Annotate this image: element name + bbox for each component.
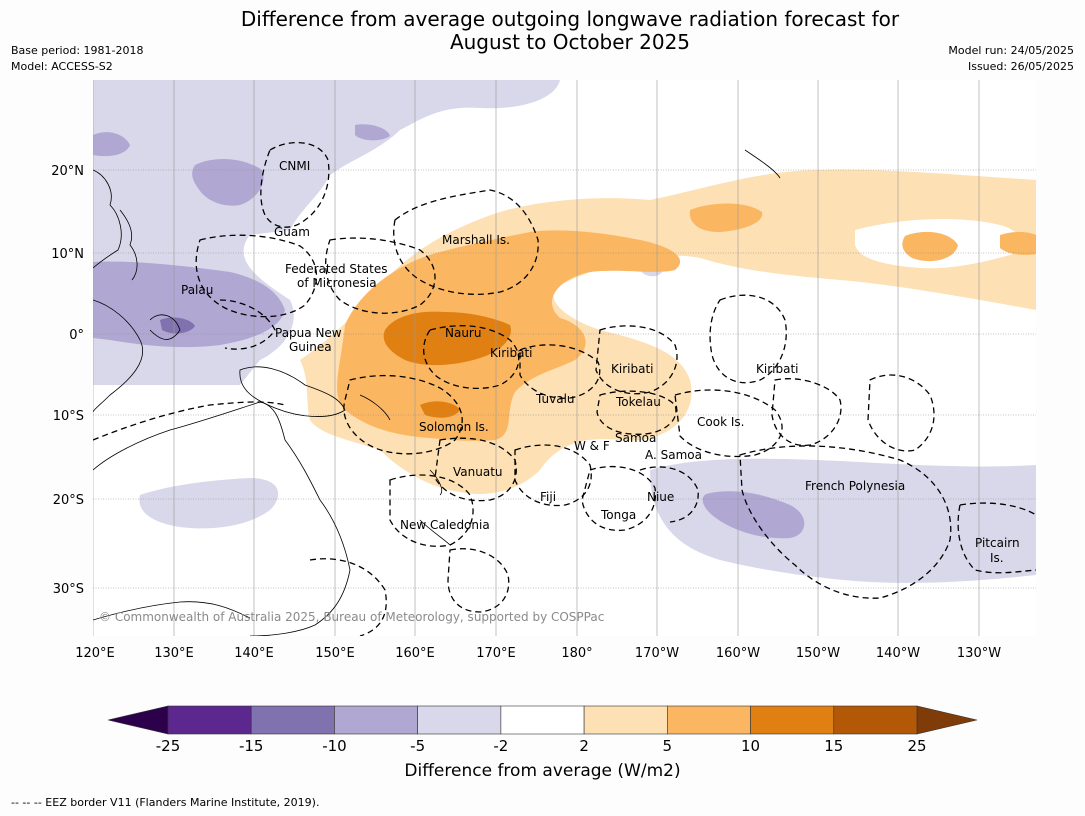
- issued-date: Issued: 26/05/2025: [967, 60, 1074, 73]
- longitude-labels: 120°E 130°E 140°E 150°E 160°E 170°E 180°…: [75, 646, 1001, 661]
- label-vanuatu: Vanuatu: [453, 465, 503, 479]
- lon-label: 170°W: [635, 646, 679, 661]
- title-line-2: August to October 2025: [449, 30, 691, 54]
- lon-label: 150°E: [315, 646, 355, 661]
- lon-label: 130°W: [957, 646, 1001, 661]
- colorbar-ticks: -25 -15 -10 -5 -2 2 5 10 15 25: [156, 737, 927, 755]
- colorbar-under-arrow: [107, 705, 169, 735]
- label-pitcairn-1: Pitcairn: [975, 536, 1020, 550]
- label-kiribati-west: Kiribati: [490, 346, 532, 360]
- label-nauru: Nauru: [445, 326, 481, 340]
- colorbar-label: Difference from average (W/m2): [404, 761, 681, 781]
- label-png-1: Papua New: [275, 326, 342, 340]
- lon-label: 140°W: [876, 646, 920, 661]
- lat-label: 30°S: [53, 582, 84, 597]
- lon-label: 160°E: [395, 646, 435, 661]
- anomaly-medium-purple: [93, 124, 805, 539]
- colorbar-segment: [250, 705, 335, 735]
- model-run: Model run: 24/05/2025: [948, 44, 1074, 57]
- label-fsm-1: Federated States: [285, 262, 387, 276]
- lon-label: 130°E: [154, 646, 194, 661]
- map-area: CNMI Guam Marshall Is. Federated States …: [93, 80, 1036, 636]
- lat-label: 0°: [69, 328, 84, 343]
- chart-title: Difference from average outgoing longwav…: [0, 8, 1085, 54]
- copyright-notice: © Commonwealth of Australia 2025, Bureau…: [99, 610, 604, 624]
- colorbar-segments: [167, 705, 918, 735]
- colorbar-segment: [750, 705, 835, 735]
- label-kiribati-central: Kiribati: [611, 362, 653, 376]
- colorbar-tick-label: 2: [579, 737, 589, 755]
- lon-label: 160°W: [716, 646, 760, 661]
- colorbar-segment: [833, 705, 918, 735]
- label-guam: Guam: [274, 225, 310, 239]
- label-fsm-2: of Micronesia: [297, 276, 377, 290]
- base-period: Base period: 1981-2018: [11, 44, 144, 57]
- meta-left: Base period: 1981-2018 Model: ACCESS-S2: [11, 43, 143, 75]
- label-tuvalu: Tuvalu: [535, 392, 575, 406]
- coastlines: [93, 149, 781, 636]
- colorbar-segment: [167, 705, 252, 735]
- label-palau: Palau: [181, 283, 213, 297]
- colorbar-over-arrow: [916, 705, 978, 735]
- label-pitcairn-2: Is.: [990, 551, 1004, 565]
- anomaly-dark-orange: [383, 311, 511, 418]
- label-samoa: Samoa: [615, 431, 656, 445]
- colorbar-tick-label: -15: [239, 737, 264, 755]
- colorbar-tick-label: -25: [156, 737, 181, 755]
- label-french-polynesia: French Polynesia: [805, 479, 905, 493]
- longitude-gridlines: [93, 80, 980, 636]
- colorbar: -25 -15 -10 -5 -2 2 5 10 15 25: [107, 705, 978, 755]
- colorbar-segment: [417, 705, 502, 735]
- label-fiji: Fiji: [540, 490, 556, 504]
- label-marshall-is: Marshall Is.: [442, 233, 510, 247]
- colorbar-tick-label: 5: [663, 737, 673, 755]
- colorbar-tick-label: 15: [824, 737, 843, 755]
- anomaly-dark-purple: [160, 317, 195, 334]
- label-niue: Niue: [647, 490, 674, 504]
- lon-label: 170°E: [476, 646, 516, 661]
- lon-label: 150°W: [796, 646, 840, 661]
- lat-label: 20°S: [53, 493, 84, 508]
- title-line-1: Difference from average outgoing longwav…: [240, 7, 900, 31]
- label-cook-is: Cook Is.: [697, 415, 744, 429]
- label-tonga: Tonga: [600, 508, 636, 522]
- label-new-caledonia: New Caledonia: [400, 518, 490, 532]
- eez-borders: [93, 141, 1036, 636]
- label-american-samoa: A. Samoa: [645, 448, 702, 462]
- label-kiribati-east: Kiribati: [756, 362, 798, 376]
- colorbar-tick-label: -10: [322, 737, 347, 755]
- meta-right: Model run: 24/05/2025 Issued: 26/05/2025: [948, 43, 1074, 75]
- label-tokelau: Tokelau: [615, 395, 661, 409]
- lat-label: 10°N: [51, 247, 84, 262]
- colorbar-tick-label: -5: [410, 737, 425, 755]
- colorbar-tick-label: 25: [907, 737, 926, 755]
- lon-label: 140°E: [234, 646, 274, 661]
- latitude-gridlines: [93, 169, 1036, 589]
- label-png-2: Guinea: [289, 340, 332, 354]
- region-labels: CNMI Guam Marshall Is. Federated States …: [181, 159, 1020, 565]
- lon-label: 180°: [561, 646, 592, 661]
- label-solomon-is: Solomon Is.: [419, 420, 489, 434]
- lat-label: 20°N: [51, 164, 84, 179]
- lon-label: 120°E: [75, 646, 115, 661]
- label-wallis-futuna: W & F: [574, 439, 610, 453]
- colorbar-tick-label: 10: [741, 737, 760, 755]
- model-name: Model: ACCESS-S2: [11, 60, 113, 73]
- latitude-labels: 20°N 10°N 0° 10°S 20°S 30°S: [51, 164, 84, 597]
- eez-footnote: -- -- -- EEZ border V11 (Flanders Marine…: [11, 796, 320, 809]
- colorbar-segment: [667, 705, 751, 735]
- colorbar-segment: [334, 705, 418, 735]
- colorbar-segment: [500, 705, 585, 735]
- colorbar-tick-label: -2: [493, 737, 508, 755]
- lat-label: 10°S: [53, 409, 84, 424]
- label-cnmi: CNMI: [279, 159, 310, 173]
- colorbar-segment: [583, 705, 668, 735]
